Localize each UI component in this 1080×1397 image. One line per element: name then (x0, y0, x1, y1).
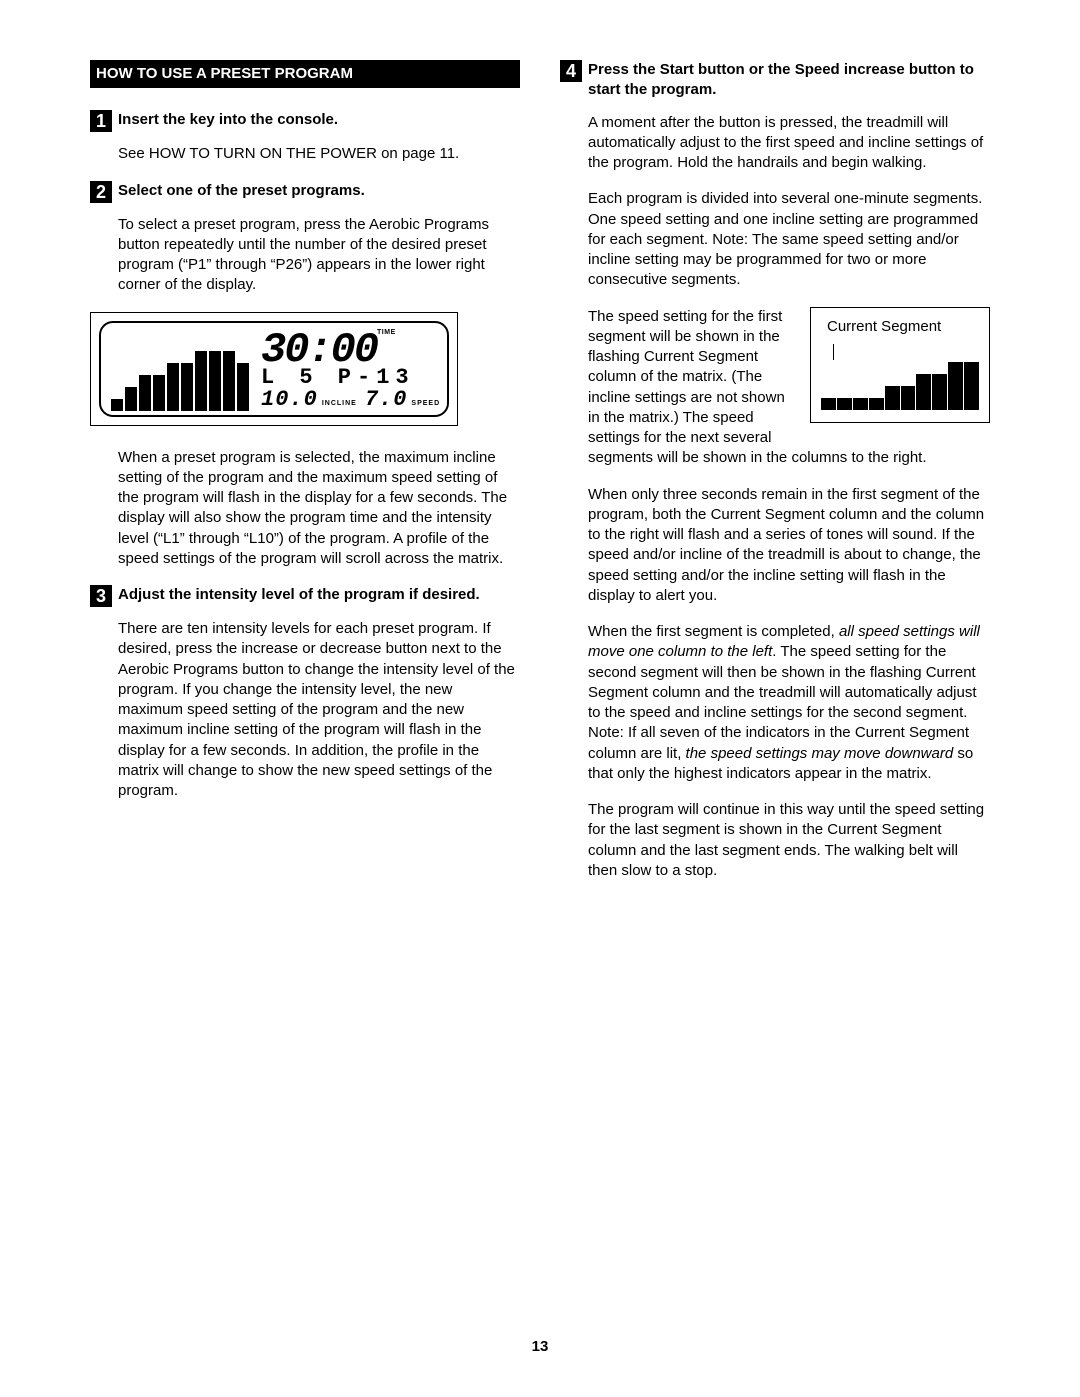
matrix-bar (195, 351, 207, 411)
matrix-bar (139, 375, 151, 411)
step-4-body-5: When the first segment is completed, all… (588, 622, 990, 784)
left-column: HOW TO USE A PRESET PROGRAM 1 Insert the… (90, 60, 520, 897)
matrix-bar (223, 351, 235, 411)
step-4-body-6: The program will continue in this way un… (588, 800, 990, 881)
matrix-bar (153, 375, 165, 411)
italic-text: the speed settings may move downward (686, 745, 954, 762)
step-1-body: See HOW TO TURN ON THE POWER on page 11. (118, 144, 520, 164)
current-segment-label: Current Segment (827, 318, 979, 336)
segment-bar (964, 362, 979, 410)
step-number: 3 (90, 585, 112, 607)
step-3: 3 Adjust the intensity level of the prog… (90, 585, 520, 607)
segment-bar (948, 362, 963, 410)
lcd-readout: 30:00TIME L 5 P-13 10.0 INCLINE 7.0 SPEE… (261, 329, 440, 411)
matrix-bar (125, 387, 137, 411)
segment-bar (885, 386, 900, 410)
lcd-inner: 30:00TIME L 5 P-13 10.0 INCLINE 7.0 SPEE… (99, 321, 449, 417)
step-2-body-1: To select a preset program, press the Ae… (118, 215, 520, 296)
lcd-incline: 10.0 (261, 389, 318, 411)
segment-bar (837, 398, 852, 410)
lcd-incline-label: INCLINE (322, 400, 357, 407)
step-2: 2 Select one of the preset programs. (90, 181, 520, 203)
step-number: 1 (90, 110, 112, 132)
section-header: HOW TO USE A PRESET PROGRAM (90, 60, 520, 88)
lcd-time: 30:00 (261, 326, 377, 374)
step-1: 1 Insert the key into the console. (90, 110, 520, 132)
step-title: Press the Start button or the Speed incr… (588, 60, 990, 101)
step-number: 2 (90, 181, 112, 203)
step-3-body: There are ten intensity levels for each … (118, 619, 520, 801)
segment-bar (932, 374, 947, 410)
step-number: 4 (560, 60, 582, 82)
right-column: 4 Press the Start button or the Speed in… (560, 60, 990, 897)
current-segment-figure: Current Segment (810, 307, 990, 423)
matrix-bar (237, 363, 249, 411)
segment-bar (916, 374, 931, 410)
step-4-body-4: When only three seconds remain in the fi… (588, 485, 990, 607)
matrix-bar (209, 351, 221, 411)
lcd-speed: 7.0 (365, 389, 408, 411)
matrix-bar (181, 363, 193, 411)
step-4-body-3-wrap: Current Segment The speed setting for th… (588, 307, 990, 485)
page-number: 13 (0, 1337, 1080, 1357)
step-title: Select one of the preset programs. (118, 181, 365, 201)
text: When the first segment is completed, (588, 623, 839, 640)
segment-bar (901, 386, 916, 410)
page: HOW TO USE A PRESET PROGRAM 1 Insert the… (90, 60, 990, 897)
lcd-time-label: TIME (377, 329, 396, 336)
step-4-body-1: A moment after the button is pressed, th… (588, 113, 990, 174)
step-4: 4 Press the Start button or the Speed in… (560, 60, 990, 101)
segment-bar (853, 398, 868, 410)
step-2-body-2: When a preset program is selected, the m… (118, 448, 520, 570)
step-title: Adjust the intensity level of the progra… (118, 585, 480, 605)
step-4-body-2: Each program is divided into several one… (588, 189, 990, 290)
segment-bar (869, 398, 884, 410)
segment-bar (821, 398, 836, 410)
lcd-display-figure: 30:00TIME L 5 P-13 10.0 INCLINE 7.0 SPEE… (90, 312, 458, 426)
matrix-bar (111, 399, 123, 411)
lcd-matrix (111, 339, 249, 411)
lcd-speed-label: SPEED (411, 400, 440, 407)
matrix-bar (167, 363, 179, 411)
step-title: Insert the key into the console. (118, 110, 338, 130)
